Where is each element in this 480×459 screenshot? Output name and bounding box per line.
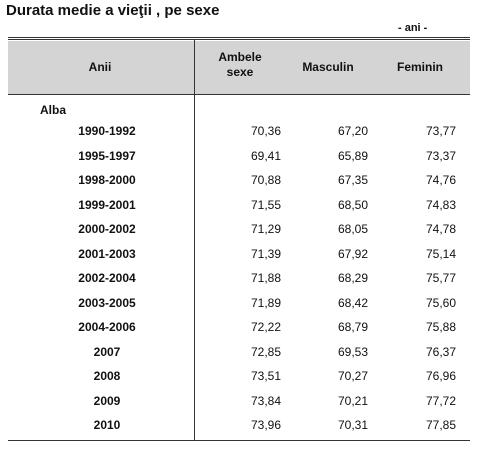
value-cell: 75,14 (425, 246, 456, 261)
value-cell: 65,89 (337, 148, 368, 163)
value-cell: 74,76 (425, 173, 456, 187)
value-cell: 70,36 (250, 124, 281, 138)
title: Durata medie a vieţii , pe sexe (6, 2, 220, 19)
value-cell: 70,31 (337, 418, 368, 432)
value-cell: 70,88 (250, 173, 281, 187)
table-frame (8, 37, 470, 441)
column-divider (194, 40, 195, 440)
value-cell: 73,37 (425, 148, 456, 163)
value-cell: 76,37 (425, 344, 456, 359)
value-cell: 75,60 (425, 295, 456, 310)
value-cell: 72,85 (250, 344, 281, 359)
value-cell: 77,85 (425, 418, 456, 432)
column-header: Ambele sexe (218, 50, 262, 79)
year-label: 2007 (93, 344, 121, 359)
year-label: 2004-2006 (78, 320, 136, 334)
value-cell: 68,50 (337, 197, 368, 212)
column-header: Anii (88, 60, 112, 74)
value-cell: 75,88 (425, 320, 456, 334)
year-label: 1998-2000 (78, 173, 136, 187)
value-cell: 68,05 (337, 222, 368, 236)
value-cell: 73,84 (250, 393, 281, 408)
value-cell: 71,88 (250, 271, 281, 285)
group-label: Alba (40, 103, 67, 117)
year-label: 1990-1992 (78, 124, 136, 138)
header-background (8, 41, 470, 95)
value-cell: 68,42 (337, 295, 368, 310)
year-label: 1999-2001 (78, 197, 136, 212)
value-cell: 73,77 (425, 124, 456, 138)
year-label: 1995-1997 (78, 148, 136, 163)
year-label: 2000-2002 (78, 222, 136, 236)
value-cell: 70,27 (337, 369, 368, 383)
unit-label: - ani - (398, 22, 428, 34)
year-label: 2008 (93, 369, 121, 383)
value-cell: 68,29 (337, 271, 368, 285)
value-cell: 74,78 (425, 222, 456, 236)
value-cell: 73,96 (250, 418, 281, 432)
value-cell: 67,20 (337, 124, 368, 138)
value-cell: 67,92 (337, 246, 368, 261)
value-cell: 76,96 (425, 369, 456, 383)
year-label: 2010 (93, 418, 121, 432)
column-header: Feminin (396, 60, 443, 74)
column-header: Masculin (302, 60, 354, 74)
value-cell: 71,89 (250, 295, 281, 310)
year-label: 2003-2005 (78, 295, 136, 310)
value-cell: 71,29 (250, 222, 281, 236)
year-label: 2009 (93, 393, 121, 408)
value-cell: 67,35 (337, 173, 368, 187)
value-cell: 72,22 (250, 320, 281, 334)
value-cell: 73,51 (250, 369, 281, 383)
value-cell: 71,55 (250, 197, 281, 212)
value-cell: 77,72 (425, 393, 456, 408)
value-cell: 69,41 (250, 148, 281, 163)
value-cell: 68,79 (337, 320, 368, 334)
value-cell: 70,21 (337, 393, 368, 408)
value-cell: 75,77 (425, 271, 456, 285)
value-cell: 74,83 (425, 197, 456, 212)
year-label: 2001-2003 (78, 246, 136, 261)
value-cell: 69,53 (337, 344, 368, 359)
value-cell: 71,39 (250, 246, 281, 261)
year-label: 2002-2004 (78, 271, 136, 285)
